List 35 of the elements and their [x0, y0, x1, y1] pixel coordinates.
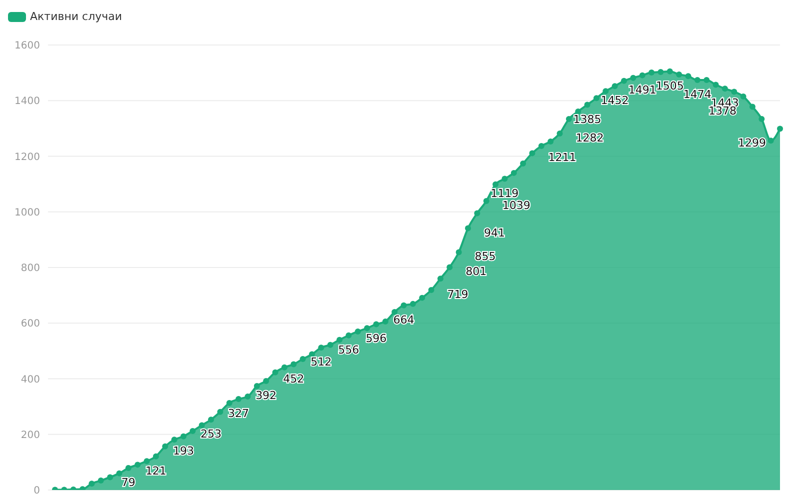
data-label: 1505	[656, 79, 684, 92]
y-tick-label: 200	[20, 430, 40, 441]
y-tick-label: 1200	[14, 152, 40, 163]
data-label: 596	[366, 332, 387, 346]
data-label: 1211	[548, 151, 576, 164]
y-tick-label: 1000	[14, 207, 40, 218]
data-label: 452	[283, 372, 304, 386]
data-label: 719	[447, 288, 468, 302]
data-label: 392	[256, 388, 277, 402]
data-label: 79	[121, 476, 136, 490]
data-label: 664	[393, 313, 414, 326]
data-label: 941	[484, 226, 505, 240]
data-label: 1491	[628, 83, 656, 96]
data-label: 1385	[573, 112, 602, 126]
data-label: 556	[338, 343, 360, 356]
data-label: 512	[310, 356, 332, 369]
data-label: 1119	[490, 186, 519, 200]
data-label: 855	[474, 250, 496, 264]
data-label: 193	[172, 444, 194, 458]
y-tick-label: 1400	[14, 96, 40, 108]
data-label: 1299	[738, 136, 766, 150]
data-label: 121	[145, 464, 166, 478]
legend-label: Активни случаи	[30, 10, 122, 23]
data-label: 1039	[502, 199, 530, 212]
y-tick-label: 800	[20, 263, 40, 274]
data-label: 1282	[576, 131, 604, 144]
y-tick-label: 1600	[14, 40, 40, 52]
data-label: 253	[200, 428, 222, 441]
data-label: 1452	[600, 94, 629, 108]
y-tick-label: 400	[20, 374, 40, 386]
y-tick-label: 0	[34, 486, 40, 497]
data-label: 1474	[683, 88, 712, 102]
y-tick-label: 600	[20, 318, 40, 330]
data-label: 801	[466, 265, 487, 278]
data-label: 327	[228, 407, 250, 420]
